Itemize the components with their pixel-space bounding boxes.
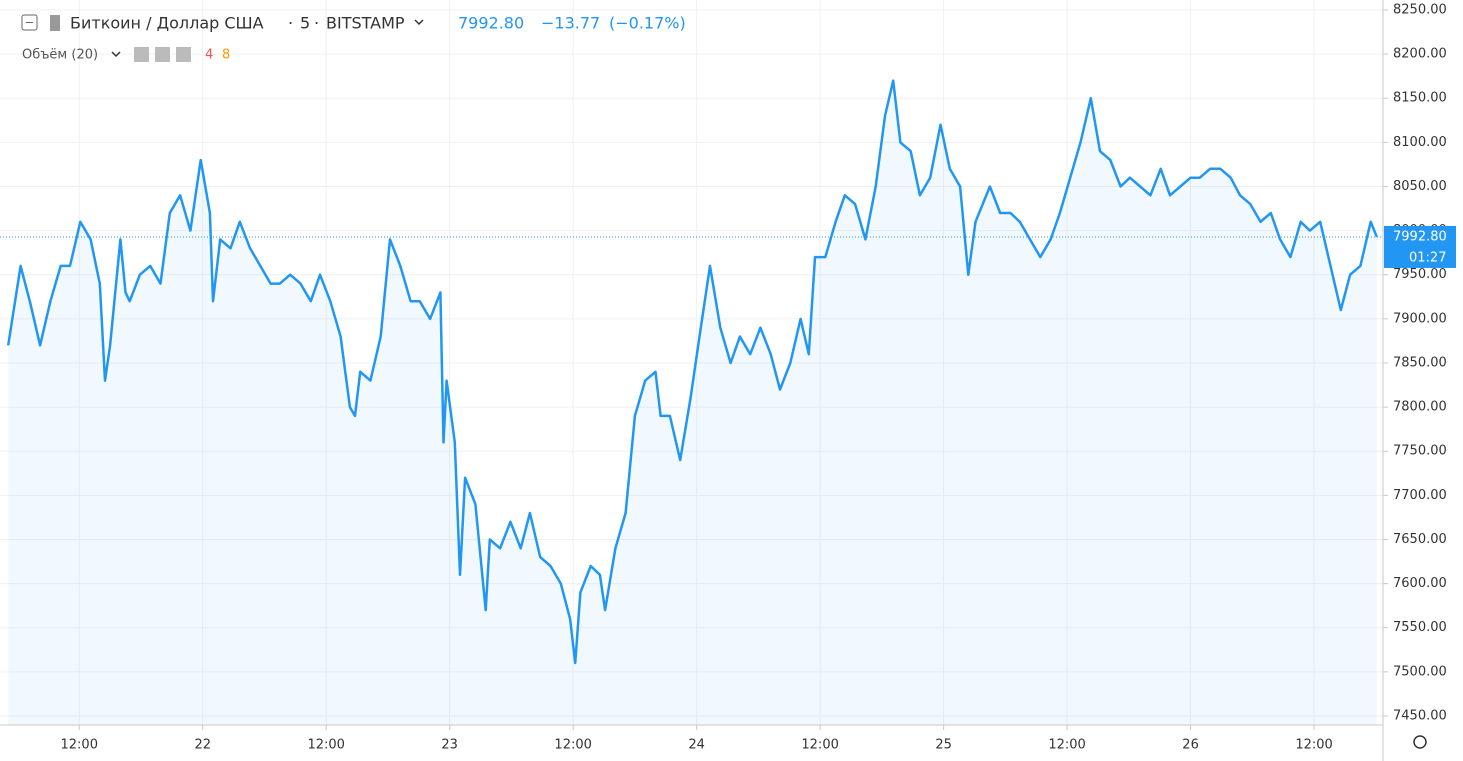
y-tick-label: 7950.00 — [1393, 267, 1447, 282]
x-tick-label: 12:00 — [1295, 738, 1332, 753]
y-tick-label: 7700.00 — [1393, 488, 1447, 503]
area — [8, 80, 1377, 726]
y-tick-label: 7850.00 — [1393, 355, 1447, 370]
dropdown-icon[interactable] — [111, 51, 121, 58]
interval[interactable]: 5 — [300, 14, 310, 33]
price-change: −13.77 — [541, 14, 600, 33]
x-tick-label: 12:00 — [1048, 738, 1085, 753]
settings-button[interactable] — [155, 47, 170, 62]
exchange[interactable]: BITSTAMP — [326, 14, 405, 33]
last-price: 7992.80 — [458, 14, 524, 33]
remove-button[interactable] — [176, 47, 191, 62]
symbol-name: Биткоин / Доллар США — [70, 14, 264, 33]
y-tick-label: 7500.00 — [1393, 664, 1447, 679]
y-tick-label: 8050.00 — [1393, 179, 1447, 194]
x-tick-label: 26 — [1182, 738, 1199, 753]
x-tick-label: 22 — [194, 738, 211, 753]
y-tick-label: 7750.00 — [1393, 444, 1447, 459]
y-tick-label: 8150.00 — [1393, 91, 1447, 106]
x-tick-label: 12:00 — [554, 738, 591, 753]
x-tick-label: 12:00 — [801, 738, 838, 753]
volume-label: Объём (20) — [22, 48, 98, 63]
y-tick-label: 7650.00 — [1393, 532, 1447, 547]
y-tick-label: 7900.00 — [1393, 311, 1447, 326]
volume-count: 8 — [222, 48, 230, 63]
x-tick-label: 12:00 — [61, 738, 98, 753]
countdown: 01:27 — [1409, 250, 1446, 265]
symbol-icon — [50, 15, 60, 31]
price-line — [6, 79, 1378, 665]
y-tick-label: 8100.00 — [1393, 135, 1447, 150]
volume-count: 4 — [205, 48, 213, 63]
y-tick-label: 7450.00 — [1393, 708, 1447, 723]
y-tick-label: 7600.00 — [1393, 576, 1447, 591]
y-tick-label: 8200.00 — [1393, 47, 1447, 62]
separator: · — [288, 14, 293, 33]
y-tick-label: 7550.00 — [1393, 620, 1447, 635]
y-tick-label: 7800.00 — [1393, 400, 1447, 415]
settings-gear[interactable] — [1413, 735, 1427, 749]
x-tick-label: 23 — [441, 738, 458, 753]
last-price-label: 7992.80 — [1393, 229, 1447, 244]
x-tick-label: 25 — [935, 738, 952, 753]
y-tick-label: 8250.00 — [1393, 2, 1447, 17]
separator: · — [314, 14, 319, 33]
x-tick-label: 12:00 — [307, 738, 344, 753]
x-tick-label: 24 — [688, 738, 705, 753]
last-price-badge — [1384, 225, 1456, 268]
visibility-button[interactable] — [134, 47, 149, 62]
dropdown-icon[interactable] — [414, 19, 424, 26]
price-change-pct: (−0.17%) — [609, 14, 686, 33]
